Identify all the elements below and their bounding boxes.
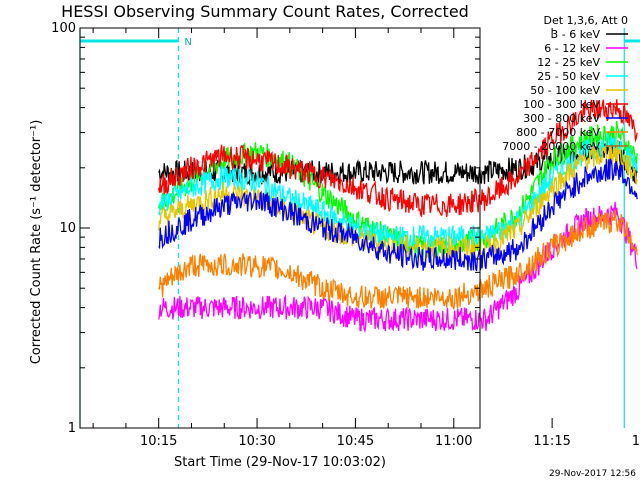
x-tick-label: 11:15 <box>533 434 570 449</box>
series-line-7 <box>158 209 638 311</box>
x-tick-label: 10:45 <box>337 434 374 449</box>
legend-label: 300 - 800 keV <box>523 112 600 125</box>
series-line-6 <box>158 158 638 272</box>
legend-label: 7000 - 20000 keV <box>502 140 600 153</box>
x-tick-label: 11:00 <box>435 434 472 449</box>
legend-label: 6 - 12 keV <box>544 42 600 55</box>
x-axis-label: Start Time (29-Nov-17 10:03:02) <box>174 455 386 470</box>
series-line-3 <box>158 132 638 251</box>
legend-header: Det 1,3,6, Att 0 <box>544 14 628 27</box>
series-line-5 <box>158 99 638 217</box>
timestamp: 29-Nov-2017 12:56 <box>549 469 636 479</box>
legend-label: 100 - 300 keV <box>523 98 600 111</box>
legend-label: 12 - 25 keV <box>537 56 600 69</box>
plot-area: N 1 10 100 10:15 10:30 10:45 11:00 11:15 11:30 <box>51 21 640 449</box>
x-tick-label: 10:30 <box>238 434 275 449</box>
y-axis-label: Corrected Count Rate (s⁻¹ detector⁻¹) <box>29 120 44 365</box>
chart-title: HESSI Observing Summary Count Rates, Cor… <box>61 2 469 21</box>
y-tick-label: 1 <box>68 421 76 436</box>
x-tick-label: 11:30 <box>632 434 640 449</box>
legend-label: 25 - 50 keV <box>537 70 600 83</box>
legend-label: 50 - 100 keV <box>530 84 600 97</box>
legend-label: 800 - 7000 keV <box>516 126 600 139</box>
series-line-1 <box>158 201 638 334</box>
annotation-label: N <box>184 37 191 48</box>
x-tick-label: 10:15 <box>140 434 177 449</box>
y-tick-label: 10 <box>59 221 76 236</box>
y-tick-label: 100 <box>51 21 76 36</box>
legend-label: 3 - 6 keV <box>551 28 600 41</box>
